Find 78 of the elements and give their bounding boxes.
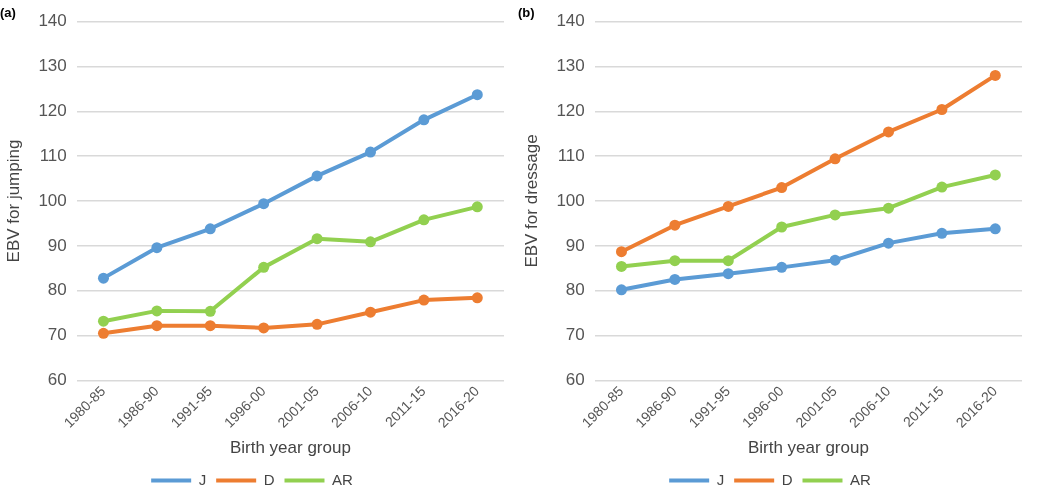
y-tick-label: 130 bbox=[556, 56, 585, 76]
chart-title: (a) bbox=[0, 5, 16, 21]
point bbox=[97, 327, 109, 339]
y-tick-label: 90 bbox=[47, 235, 67, 255]
y-tick-label: 120 bbox=[38, 100, 67, 120]
point bbox=[204, 305, 216, 317]
point bbox=[615, 284, 627, 296]
y-tick-label: 120 bbox=[556, 100, 585, 120]
chart-title: (b) bbox=[518, 5, 535, 21]
legend-label: J bbox=[198, 470, 207, 488]
point bbox=[776, 261, 788, 273]
y-tick-label: 130 bbox=[38, 56, 67, 76]
point bbox=[364, 306, 376, 318]
point bbox=[418, 294, 430, 306]
y-tick-label: 60 bbox=[47, 370, 67, 390]
point bbox=[989, 223, 1001, 235]
y-tick-label: 100 bbox=[38, 190, 67, 210]
point bbox=[471, 201, 483, 213]
point bbox=[722, 268, 734, 280]
point bbox=[776, 221, 788, 233]
y-tick-label: 70 bbox=[565, 325, 585, 345]
y-tick-label: 110 bbox=[39, 145, 67, 165]
point bbox=[615, 260, 627, 272]
point bbox=[471, 292, 483, 304]
point bbox=[311, 170, 323, 182]
point bbox=[669, 219, 681, 231]
point bbox=[204, 320, 216, 332]
point bbox=[418, 214, 430, 226]
y-tick-label: 70 bbox=[47, 325, 67, 345]
point bbox=[722, 200, 734, 212]
y-axis-title: EBV for dressage bbox=[521, 134, 541, 268]
y-axis-title: EBV for jumping bbox=[3, 139, 23, 263]
y-tick-label: 60 bbox=[565, 370, 585, 390]
point bbox=[204, 223, 216, 235]
y-tick-label: 80 bbox=[47, 280, 67, 300]
legend-label: D bbox=[781, 470, 793, 488]
point bbox=[364, 236, 376, 248]
y-tick-label: 110 bbox=[557, 145, 585, 165]
point bbox=[829, 153, 841, 165]
point bbox=[669, 273, 681, 285]
point bbox=[151, 305, 163, 317]
point bbox=[311, 233, 323, 245]
legend-label: D bbox=[263, 470, 275, 488]
point bbox=[936, 181, 948, 193]
legend-label: AR bbox=[332, 470, 353, 488]
y-tick-label: 140 bbox=[556, 11, 585, 31]
point bbox=[989, 169, 1001, 181]
y-tick-label: 90 bbox=[565, 235, 585, 255]
point bbox=[258, 261, 270, 273]
point bbox=[258, 198, 270, 210]
point bbox=[258, 322, 270, 334]
point bbox=[882, 126, 894, 138]
legend-label: J bbox=[716, 470, 725, 488]
legend-label: AR bbox=[850, 470, 871, 488]
point bbox=[364, 146, 376, 158]
point bbox=[97, 315, 109, 327]
y-tick-label: 80 bbox=[565, 280, 585, 300]
point bbox=[882, 237, 894, 249]
point bbox=[471, 89, 483, 101]
point bbox=[882, 202, 894, 214]
x-axis-title: Birth year group bbox=[229, 438, 351, 458]
point bbox=[615, 246, 627, 258]
point bbox=[936, 227, 948, 239]
point bbox=[722, 255, 734, 267]
point bbox=[829, 209, 841, 221]
point bbox=[418, 114, 430, 126]
point bbox=[97, 272, 109, 284]
point bbox=[989, 69, 1001, 81]
point bbox=[311, 318, 323, 330]
y-tick-label: 100 bbox=[556, 190, 585, 210]
point bbox=[151, 242, 163, 254]
point bbox=[669, 255, 681, 267]
point bbox=[829, 254, 841, 266]
y-tick-label: 140 bbox=[38, 11, 67, 31]
point bbox=[936, 104, 948, 115]
x-axis-title: Birth year group bbox=[747, 438, 869, 458]
point bbox=[151, 320, 163, 332]
point bbox=[776, 182, 788, 194]
